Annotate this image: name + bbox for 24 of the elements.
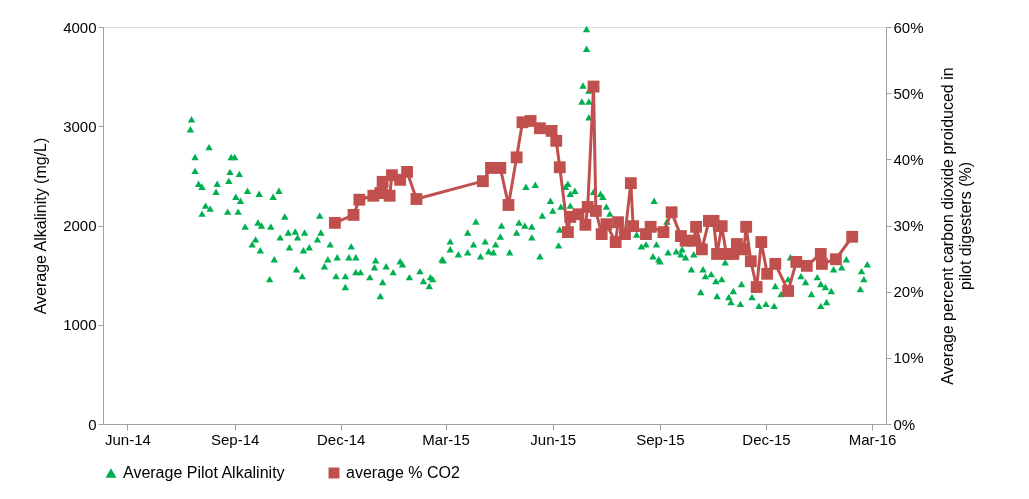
y-tick-label: 1000 bbox=[63, 316, 97, 334]
x-tick-label: Jun-14 bbox=[105, 430, 151, 448]
y2-tick-label: 40% bbox=[893, 150, 924, 168]
y-axis-title: Average Alkalinity (mg/L) bbox=[32, 137, 50, 315]
y2-tick-label: 20% bbox=[893, 283, 924, 301]
y2-tick-label: 60% bbox=[893, 18, 924, 36]
x-tick-label: Mar-15 bbox=[422, 430, 470, 448]
y2-tick-label: 10% bbox=[893, 349, 924, 367]
x-tick-label: Jun-15 bbox=[530, 430, 577, 448]
y-tick-label: 2000 bbox=[63, 217, 97, 234]
x-tick-label: Mar-16 bbox=[848, 430, 897, 448]
legend-label: Average Pilot Alkalinity bbox=[123, 464, 285, 481]
y2-tick-label: 0% bbox=[893, 415, 916, 433]
x-tick-label: Sep-14 bbox=[210, 430, 260, 448]
legend-label: average % CO2 bbox=[346, 464, 460, 481]
y2-tick-label: 50% bbox=[893, 84, 924, 102]
y-tick-label: 4000 bbox=[63, 18, 97, 36]
y2-tick-label: 30% bbox=[893, 217, 924, 234]
y2-axis-title: Average percent carbon dioxide proiduced in pilot digesters (%) bbox=[938, 67, 974, 385]
x-tick-label: Dec-15 bbox=[742, 430, 791, 448]
x-tick-label: Sep-15 bbox=[636, 430, 685, 448]
x-tick-label: Dec-14 bbox=[317, 430, 366, 448]
y-tick-label: 3000 bbox=[63, 117, 97, 135]
y-tick-label: 0 bbox=[88, 415, 97, 433]
